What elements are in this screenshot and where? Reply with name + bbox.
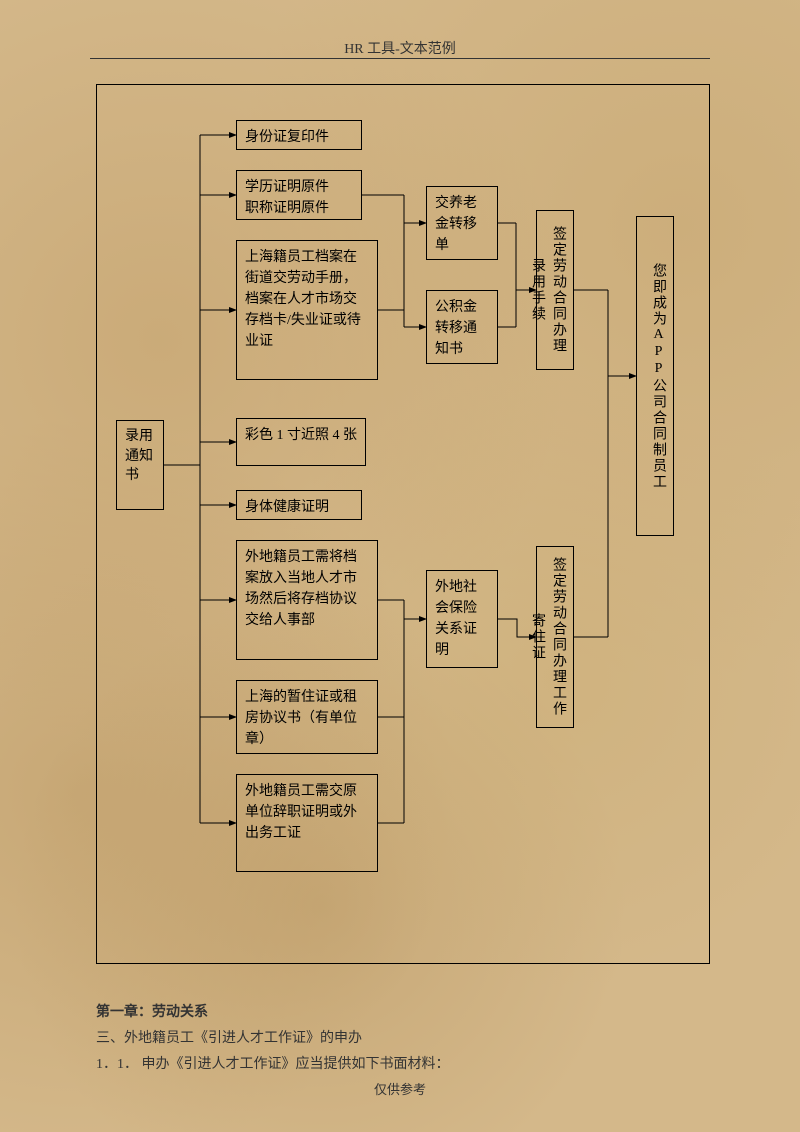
node-sign-contract-permit: 签定劳动合同办理工作寄住证 bbox=[536, 546, 574, 728]
node-start: 录用通知书 bbox=[116, 420, 164, 510]
node-employee-final: 您即成为APP公司合同制员工 bbox=[636, 216, 674, 536]
section-line-3: 三、外地籍员工《引进人才工作证》的申办 bbox=[96, 1026, 362, 1051]
flowchart-frame bbox=[96, 84, 710, 964]
node-education-cert: 学历证明原件 职称证明原件 bbox=[236, 170, 362, 220]
node-pension-transfer: 交养老金转移单 bbox=[426, 186, 498, 260]
node-photos: 彩色 1 寸近照 4 张 bbox=[236, 418, 366, 466]
node-id-copy: 身份证复印件 bbox=[236, 120, 362, 150]
node-residence-cert: 上海的暂住证或租房协议书（有单位章） bbox=[236, 680, 378, 754]
page-footer: 仅供参考 bbox=[0, 1079, 800, 1098]
section-line-4: 1．1． 申办《引进人才工作证》应当提供如下书面材料： bbox=[96, 1052, 450, 1077]
header-rule bbox=[90, 58, 710, 59]
node-social-insurance: 外地社会保险关系证明 bbox=[426, 570, 498, 668]
chapter-heading: 第一章：劳动关系 bbox=[96, 1000, 208, 1025]
node-nonlocal-archive: 外地籍员工需将档案放入当地人才市场然后将存档协议交给人事部 bbox=[236, 540, 378, 660]
node-shanghai-archive: 上海籍员工档案在街道交劳动手册，档案在人才市场交存档卡/失业证或待业证 bbox=[236, 240, 378, 380]
node-resignation-cert: 外地籍员工需交原单位辞职证明或外出务工证 bbox=[236, 774, 378, 872]
node-sign-contract-hiring: 签定劳动合同办理录用手续 bbox=[536, 210, 574, 370]
node-fund-transfer: 公积金转移通知书 bbox=[426, 290, 498, 364]
page-header: HR 工具-文本范例 bbox=[0, 38, 800, 64]
node-health-cert: 身体健康证明 bbox=[236, 490, 362, 520]
